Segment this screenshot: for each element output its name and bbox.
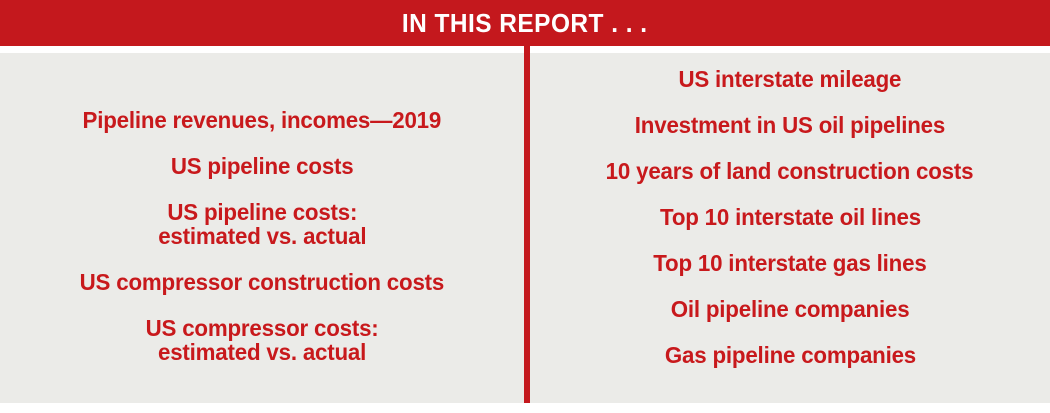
report-banner: IN THIS REPORT . . . (0, 0, 1050, 46)
left-contents-column: Pipeline revenues, incomes—2019 US pipeli… (0, 53, 524, 403)
toc-item: Gas pipeline companies (661, 343, 920, 367)
toc-item-line: estimated vs. actual (157, 339, 367, 365)
toc-item: Top 10 interstate oil lines (656, 205, 925, 229)
toc-item-line: Pipeline revenues, incomes—2019 (82, 107, 442, 133)
toc-item: Investment in US oil pipelines (630, 113, 950, 137)
column-divider-rule (524, 46, 530, 403)
toc-item: Oil pipeline companies (667, 297, 913, 321)
toc-item: US pipeline costs: estimated vs. actual (155, 200, 370, 248)
toc-item-line: 10 years of land construction costs (606, 158, 974, 184)
toc-item: US compressor costs: estimated vs. actual (142, 316, 382, 364)
toc-item-line: US compressor costs: (145, 315, 379, 341)
toc-item: US compressor construction costs (74, 270, 450, 294)
toc-item-line: estimated vs. actual (157, 223, 367, 249)
toc-item-line: Gas pipeline companies (664, 342, 916, 368)
toc-item: US interstate mileage (675, 67, 905, 91)
toc-item-line: Investment in US oil pipelines (634, 112, 946, 138)
toc-item: Top 10 interstate gas lines (649, 251, 931, 275)
toc-item-line: Top 10 interstate oil lines (659, 204, 921, 230)
report-banner-title: IN THIS REPORT . . . (402, 7, 648, 38)
toc-item: Pipeline revenues, incomes—2019 (77, 108, 447, 132)
toc-item-line: US compressor construction costs (79, 269, 445, 295)
toc-item: US pipeline costs (168, 154, 356, 178)
toc-item-line: US interstate mileage (678, 66, 902, 92)
toc-item: 10 years of land construction costs (600, 159, 979, 183)
bottom-margin-strip (0, 403, 1050, 413)
toc-item-line: Top 10 interstate gas lines (653, 250, 927, 276)
right-contents-column: US interstate mileage Investment in US oi… (530, 53, 1050, 403)
toc-item-line: US pipeline costs: (167, 199, 357, 225)
toc-item-line: Oil pipeline companies (670, 296, 910, 322)
toc-item-line: US pipeline costs (170, 153, 354, 179)
